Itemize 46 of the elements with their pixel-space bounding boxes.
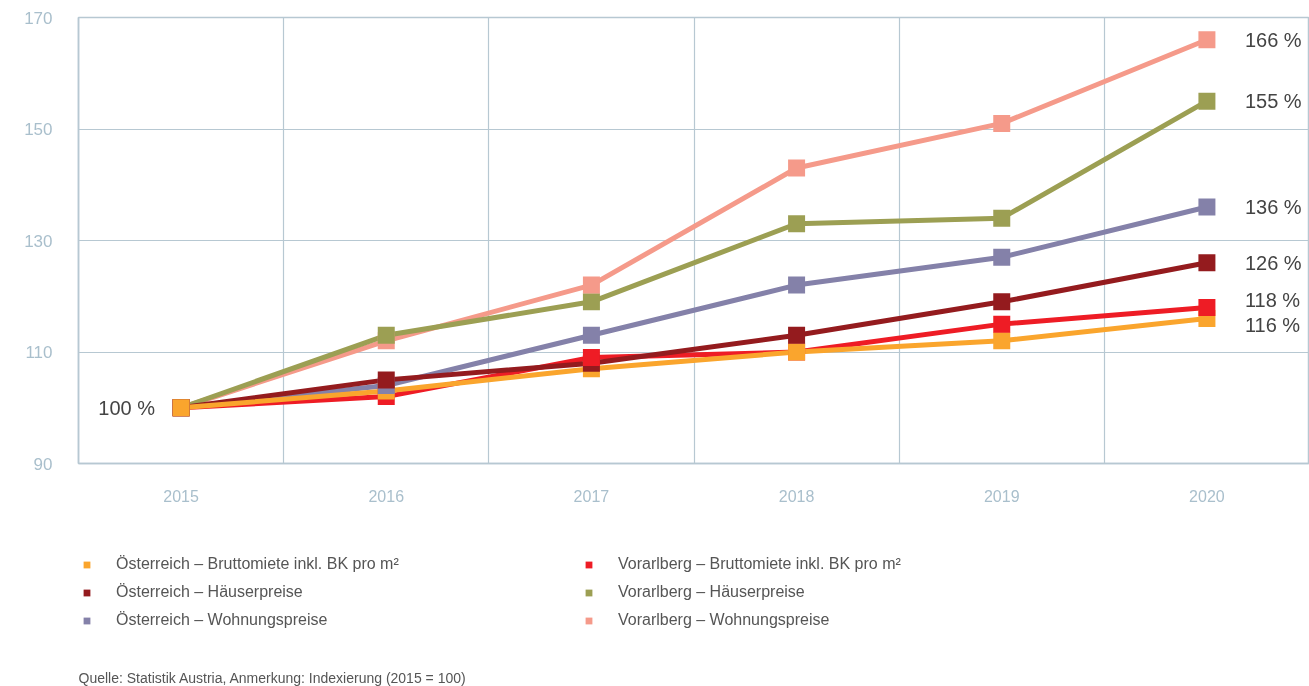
point — [993, 315, 1011, 333]
legend-label: Vorarlberg – Wohnungspreise — [618, 611, 831, 629]
point — [582, 349, 600, 367]
y-tick-label: 130 — [24, 231, 53, 251]
legend-label: Vorarlberg – Bruttomiete inkl. BK pro m² — [618, 555, 902, 573]
legend-label: Österreich – Bruttomiete inkl. BK pro m² — [116, 555, 400, 573]
y-tick-label: 170 — [24, 8, 53, 28]
point — [582, 293, 600, 311]
x-tick-label: 2016 — [368, 487, 405, 505]
point — [377, 371, 395, 389]
point — [1198, 92, 1216, 110]
y-tick-label: 150 — [24, 120, 53, 139]
data-label: 116 % — [1244, 314, 1301, 337]
point — [993, 209, 1011, 227]
point — [788, 276, 806, 294]
x-tick-label: 2019 — [983, 487, 1020, 505]
point — [788, 326, 806, 344]
point — [993, 332, 1011, 350]
point — [377, 326, 395, 344]
data-label: 100 % — [98, 396, 156, 419]
x-tick-label: 2018 — [778, 487, 815, 505]
legend-label: Österreich – Wohnungspreise — [116, 611, 329, 629]
x-tick-label: 2017 — [573, 487, 610, 505]
point — [1198, 254, 1216, 272]
point — [582, 326, 600, 344]
data-label: 118 % — [1244, 289, 1301, 312]
point — [1198, 31, 1216, 49]
y-tick-label: 90 — [33, 454, 53, 474]
legend-label: Vorarlberg – Häuserpreise — [618, 583, 806, 601]
y-tick-label: 110 — [25, 343, 53, 362]
point — [788, 215, 806, 233]
data-label: 155 % — [1244, 90, 1302, 113]
point — [1198, 298, 1216, 316]
point — [788, 159, 806, 177]
x-tick-label: 2015 — [163, 487, 199, 505]
data-label: 166 % — [1244, 28, 1302, 51]
point — [993, 248, 1011, 266]
x-tick-label: 2020 — [1189, 487, 1225, 505]
point — [993, 293, 1011, 311]
legend-label: Österreich – Häuserpreise — [116, 583, 304, 601]
data-label: 126 % — [1244, 251, 1302, 274]
data-label: 136 % — [1244, 196, 1302, 219]
point — [993, 114, 1011, 132]
point — [1198, 198, 1216, 216]
point — [582, 276, 600, 294]
source-note: Quelle: Statistik Austria, Anmerkung: Indexierung (2015 = 100) — [78, 669, 466, 686]
